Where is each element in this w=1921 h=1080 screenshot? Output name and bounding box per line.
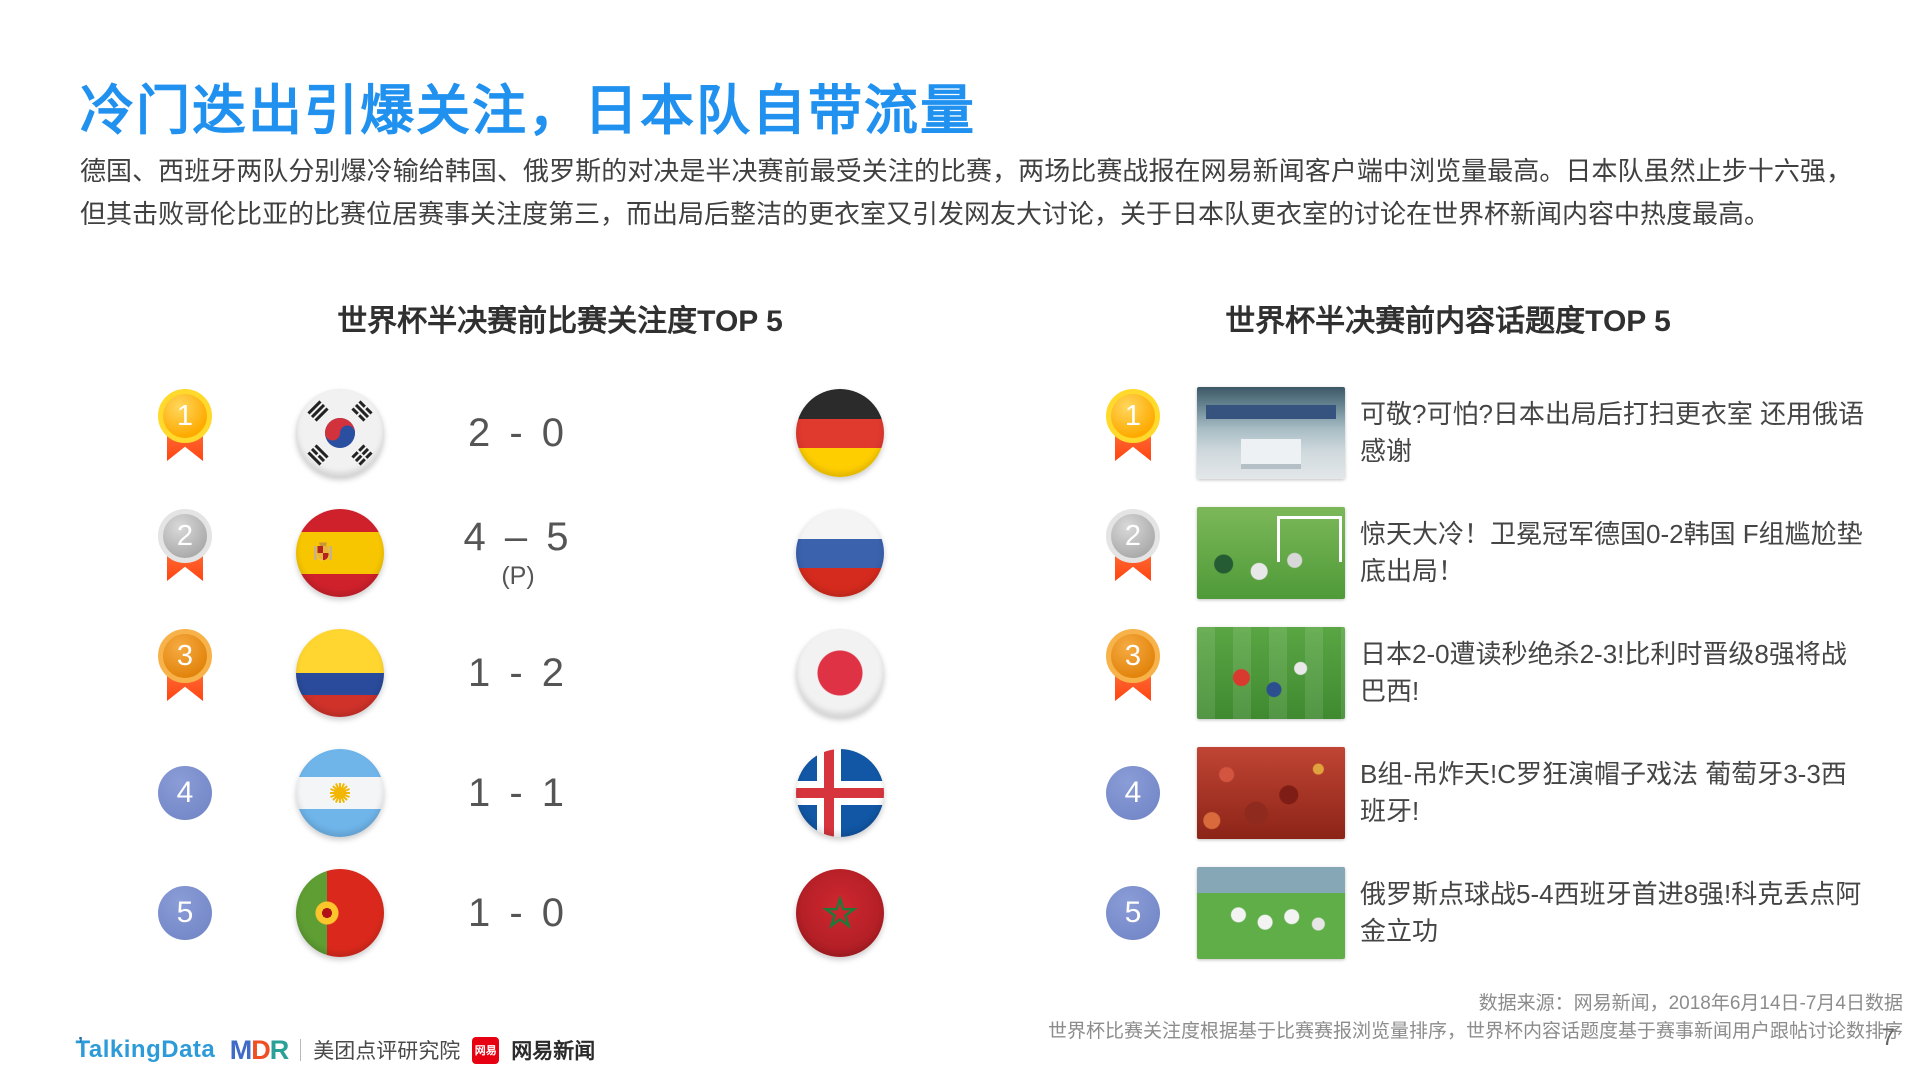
match-row-5: 5 1 - 0 <box>130 853 930 973</box>
netease-news-logo: 网易新闻 <box>511 1040 596 1063</box>
source-line-1: 数据来源：网易新闻，2018年6月14日-7月4日数据 <box>1478 993 1903 1014</box>
talkingdata-logo: ’TalkingData <box>75 1034 218 1064</box>
mdr-logo: MDR <box>230 1035 289 1066</box>
flag-germany-icon <box>796 389 884 477</box>
news-headline: 俄罗斯点球战5-4西班牙首进8强!科克丢点阿金立功 <box>1360 879 1862 946</box>
news-photo-japan-belgium <box>1197 627 1345 719</box>
data-source-note: 数据来源：网易新闻，2018年6月14日-7月4日数据 世界杯比赛关注度根据基于… <box>1048 990 1903 1046</box>
news-photo-germany-korea <box>1197 507 1345 599</box>
flag-south-korea-icon <box>296 389 384 477</box>
rank-number: 1 <box>158 389 212 443</box>
mdr-letter-r: R <box>269 1034 289 1065</box>
page-title: 冷门迭出引爆关注，日本队自带流量 <box>80 81 976 141</box>
mdr-letter-m: M <box>229 1034 252 1065</box>
flag-portugal-icon <box>296 869 384 957</box>
topic-row-1: 1 可敬?可怕?日本出局后打扫更衣室 还用俄语感谢 <box>1105 373 1875 493</box>
rank-number: 3 <box>1106 629 1160 683</box>
match-score: 2 - 0 <box>467 410 569 455</box>
topic-row-5: 5 俄罗斯点球战5-4西班牙首进8强!科克丢点阿金立功 <box>1105 853 1875 973</box>
flag-iceland-icon <box>796 749 884 837</box>
rank-badge: 5 <box>158 886 212 940</box>
news-photo-locker-room <box>1197 387 1345 479</box>
rank-number: 1 <box>1106 389 1160 443</box>
rank-badge: 5 <box>1106 886 1160 940</box>
footer-logos: ’TalkingData MDR 美团点评研究院 网易 网易新闻 <box>75 1034 596 1066</box>
flag-argentina-icon <box>296 749 384 837</box>
topic-row-2: 2 惊天大冷！卫冕冠军德国0-2韩国 F组尴尬垫底出局！ <box>1105 493 1875 613</box>
mdr-letter-d: D <box>251 1034 270 1065</box>
talkingdata-tick: ’ <box>78 1034 84 1054</box>
rank-badge: 4 <box>1106 766 1160 820</box>
silver-medal-icon: 2 <box>1106 509 1160 583</box>
source-line-2: 世界杯比赛关注度根据基于比赛赛报浏览量排序，世界杯内容话题度基于赛事新闻用户跟帖… <box>1047 1021 1903 1042</box>
match-score: 4 – 5 (P) <box>463 515 573 590</box>
page-number: 7 <box>1881 1024 1895 1051</box>
match-score: 1 - 0 <box>467 890 569 935</box>
summary-paragraph: 德国、西班牙两队分别爆冷输给韩国、俄罗斯的对决是半决赛前最受关注的比赛，两场比赛… <box>80 156 1852 229</box>
flag-russia-icon <box>796 509 884 597</box>
flag-colombia-icon <box>296 629 384 717</box>
meituan-institute-logo: 美团点评研究院 <box>313 1040 461 1063</box>
topic-panel-title: 世界杯半决赛前内容话题度TOP 5 <box>1225 305 1671 338</box>
netease-badge-icon: 网易 <box>472 1036 500 1064</box>
match-row-2: 2 4 – 5 (P) <box>130 493 930 613</box>
match-row-4: 4 1 - 1 <box>130 733 930 853</box>
news-headline: 惊天大冷！卫冕冠军德国0-2韩国 F组尴尬垫底出局！ <box>1360 519 1863 586</box>
flag-spain-icon <box>296 509 384 597</box>
rank-badge: 4 <box>158 766 212 820</box>
news-headline: B组-吊炸天!C罗狂演帽子戏法 葡萄牙3-3西班牙! <box>1360 759 1847 826</box>
match-score: 1 - 1 <box>467 770 569 815</box>
match-row-3: 3 1 - 2 <box>130 613 930 733</box>
logo-divider <box>300 1039 302 1061</box>
penalty-note: (P) <box>501 562 535 590</box>
flag-morocco-icon <box>796 869 884 957</box>
news-headline: 可敬?可怕?日本出局后打扫更衣室 还用俄语感谢 <box>1360 399 1865 466</box>
rank-number: 3 <box>158 629 212 683</box>
match-panel-title: 世界杯半决赛前比赛关注度TOP 5 <box>337 305 783 338</box>
gold-medal-icon: 1 <box>158 389 212 463</box>
bronze-medal-icon: 3 <box>158 629 212 703</box>
talkingdata-wordmark: TalkingData <box>75 1036 216 1063</box>
news-photo-russia-spain <box>1197 867 1345 959</box>
topic-row-3: 3 日本2-0遭读秒绝杀2-3!比利时晋级8强将战巴西! <box>1105 613 1875 733</box>
topic-row-4: 4 B组-吊炸天!C罗狂演帽子戏法 葡萄牙3-3西班牙! <box>1105 733 1875 853</box>
rank-number: 2 <box>1106 509 1160 563</box>
news-headline: 日本2-0遭读秒绝杀2-3!比利时晋级8强将战巴西! <box>1360 639 1847 706</box>
bronze-medal-icon: 3 <box>1106 629 1160 703</box>
match-score: 1 - 2 <box>467 650 569 695</box>
silver-medal-icon: 2 <box>158 509 212 583</box>
gold-medal-icon: 1 <box>1106 389 1160 463</box>
news-photo-fans-crowd <box>1197 747 1345 839</box>
flag-japan-icon <box>796 629 884 717</box>
match-row-1: 1 <box>130 373 930 493</box>
rank-number: 2 <box>158 509 212 563</box>
